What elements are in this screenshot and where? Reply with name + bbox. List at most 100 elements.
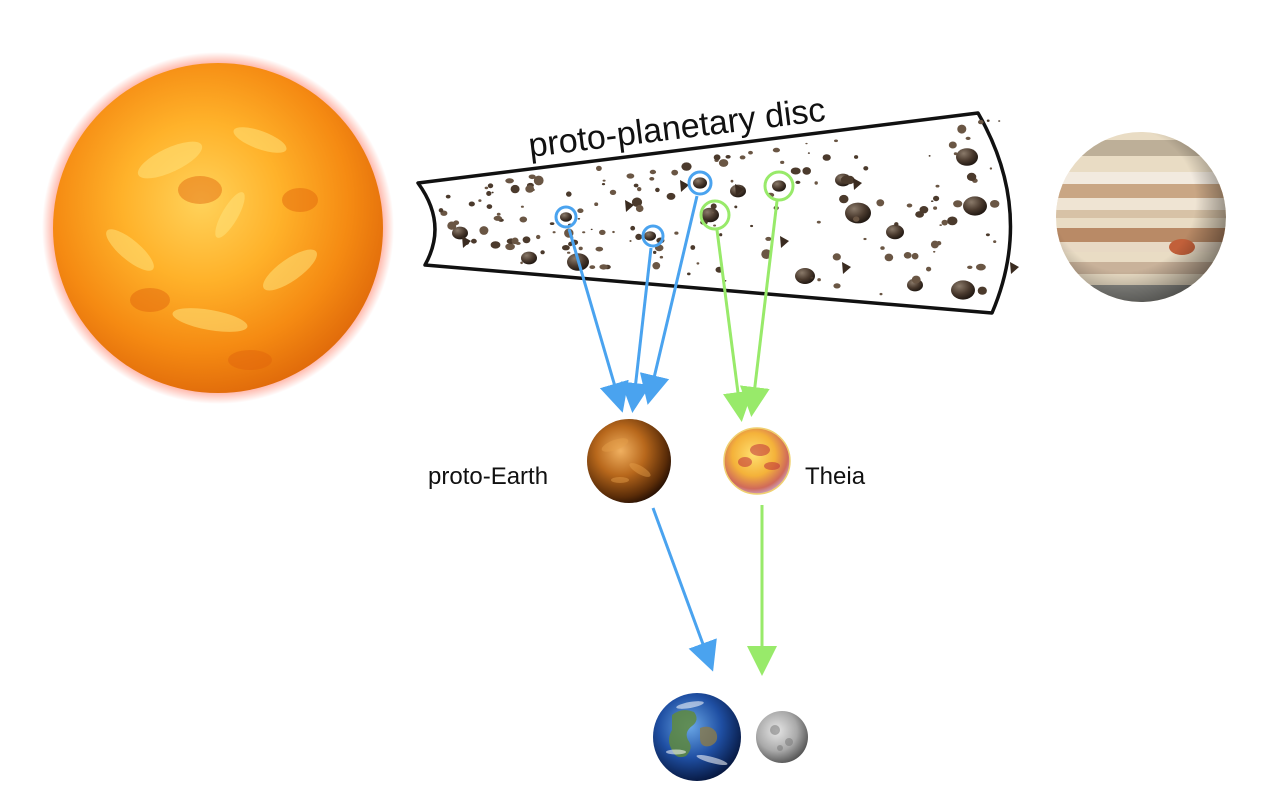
debris-rock <box>594 202 598 206</box>
debris-rock <box>998 120 1000 122</box>
debris-rock <box>976 264 986 271</box>
debris-rock <box>562 245 570 250</box>
debris-rock <box>487 204 493 209</box>
debris-rock <box>951 280 975 299</box>
debris-rock <box>635 234 642 240</box>
sun-icon <box>42 52 394 404</box>
debris-rock <box>687 273 691 276</box>
debris-rock <box>966 137 971 140</box>
debris-rock <box>912 253 919 260</box>
debris-rock <box>599 230 606 235</box>
debris-rock <box>591 229 593 230</box>
debris-rock <box>795 181 800 184</box>
debris-rock <box>446 195 451 199</box>
debris-rock <box>823 154 831 161</box>
debris-rock <box>863 166 868 170</box>
debris-rock <box>655 188 660 192</box>
debris-rock <box>841 176 851 184</box>
debris-rock <box>853 216 859 221</box>
debris-rock <box>471 239 477 244</box>
debris-rock <box>808 152 810 154</box>
debris-rock <box>936 185 940 188</box>
debris-rock <box>511 185 520 193</box>
debris-rock <box>681 162 691 170</box>
debris-rock <box>520 262 523 265</box>
earth-icon <box>653 693 741 781</box>
debris-rock <box>550 222 555 225</box>
debris-rock <box>876 199 884 206</box>
debris-rock <box>589 265 595 269</box>
debris-rock <box>488 183 493 188</box>
debris-rock <box>582 231 585 233</box>
debris-rock <box>478 199 481 202</box>
debris-rock <box>712 212 714 214</box>
theia-label: Theia <box>805 463 866 490</box>
debris-rock <box>957 125 966 134</box>
debris-rock <box>734 206 737 209</box>
debris-rock <box>894 222 898 226</box>
debris-shard <box>1010 262 1019 274</box>
debris-rock <box>987 120 990 122</box>
debris-rock <box>453 220 459 225</box>
debris-rock <box>486 191 491 196</box>
moon-icon <box>756 711 808 763</box>
debris-rock <box>596 247 604 252</box>
debris-rock <box>494 216 502 221</box>
debris-rock <box>810 277 813 279</box>
debris-rock <box>978 120 984 124</box>
debris-rock <box>772 180 786 191</box>
debris-rock <box>993 240 996 243</box>
debris-rock <box>637 187 641 191</box>
debris-rock <box>439 208 444 212</box>
debris-rock <box>634 184 639 188</box>
debris-rock <box>731 180 734 183</box>
debris-rock <box>649 177 654 181</box>
debris-rock <box>773 148 780 153</box>
debris-rock <box>933 196 939 201</box>
debris-rock <box>671 170 678 176</box>
debris-rock <box>748 151 753 155</box>
debris-rock <box>520 217 528 223</box>
debris-rock <box>939 224 942 226</box>
debris-rock <box>602 183 605 185</box>
jupiter-icon <box>1050 130 1235 305</box>
debris-rock <box>912 276 921 284</box>
debris-rock <box>674 232 678 235</box>
debris-rock <box>612 231 615 233</box>
debris-rock <box>525 185 534 193</box>
debris-rock <box>505 243 515 250</box>
debris-rock <box>529 175 536 180</box>
debris-rock <box>967 173 976 181</box>
debris-rock <box>931 200 934 202</box>
debris-rock <box>469 202 475 207</box>
debris-rock <box>523 236 531 243</box>
debris-rock <box>719 159 728 167</box>
debris-rock <box>479 226 488 235</box>
debris-rock <box>956 148 978 166</box>
debris-rock <box>697 262 700 264</box>
debris-rock <box>750 225 753 227</box>
debris-rock <box>907 204 913 208</box>
debris-rock <box>834 140 838 143</box>
debris-rock <box>610 190 616 195</box>
debris-rock <box>926 267 931 272</box>
debris-rock <box>931 241 939 249</box>
debris-rock <box>942 220 948 226</box>
debris-rock <box>540 250 544 254</box>
debris-rock <box>933 251 935 253</box>
debris-rock <box>505 178 514 183</box>
debris-rock <box>667 193 676 200</box>
debris-rock <box>644 231 656 241</box>
debris-rock <box>920 206 929 213</box>
debris-rock <box>714 154 721 160</box>
debris-rock <box>967 266 972 269</box>
debris-rock <box>833 253 841 260</box>
debris-rock <box>567 252 570 254</box>
debris-rock <box>492 192 494 194</box>
debris-rock <box>933 206 937 209</box>
debris-rock <box>854 155 858 159</box>
debris-rock <box>596 166 602 171</box>
debris-rock <box>630 226 635 231</box>
debris-rock <box>880 293 883 295</box>
debris-rock <box>817 221 821 224</box>
